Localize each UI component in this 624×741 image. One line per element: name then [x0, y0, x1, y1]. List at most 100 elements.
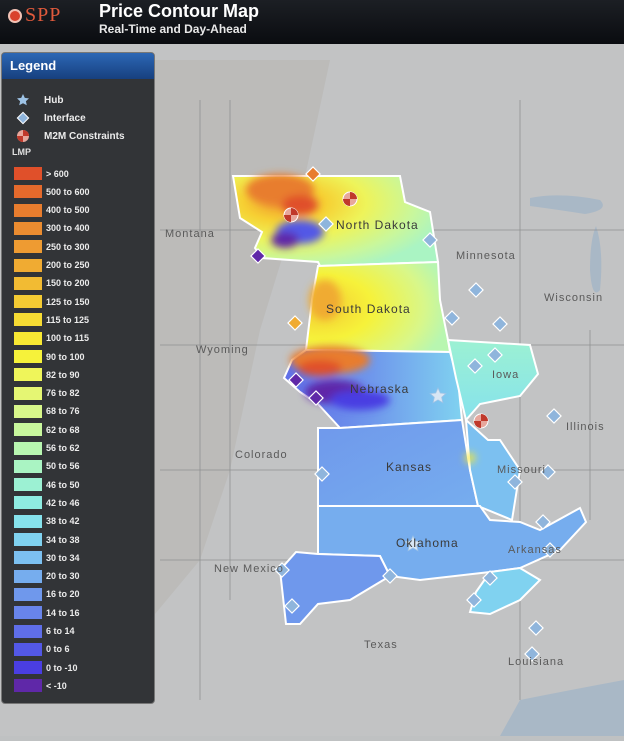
lmp-color-swatch: [14, 185, 42, 199]
interface-diamond[interactable]: [288, 372, 304, 388]
label-oklahoma: Oklahoma: [396, 536, 459, 550]
lmp-range-label: 56 to 62: [46, 443, 80, 453]
lmp-range-label: 16 to 20: [46, 589, 80, 600]
lmp-range-label: 400 to 500: [46, 205, 90, 216]
label-south-dakota: South Dakota: [326, 302, 411, 316]
lmp-legend-row: 14 to 16: [14, 604, 80, 621]
lmp-legend-row: 68 to 76: [14, 403, 80, 420]
interface-diamond[interactable]: [305, 166, 321, 182]
m2m-constraint-markers[interactable]: [283, 191, 489, 429]
lmp-color-swatch: [14, 533, 42, 546]
lmp-range-label: 50 to 56: [46, 461, 80, 472]
interface-diamond[interactable]: [287, 315, 303, 331]
interface-diamond[interactable]: [422, 232, 438, 248]
lmp-color-swatch: [14, 441, 42, 455]
interface-diamond[interactable]: [444, 310, 460, 326]
interface-diamond[interactable]: [492, 316, 508, 332]
lmp-legend-row: 38 to 42: [14, 513, 80, 530]
interface-diamond[interactable]: [542, 542, 558, 558]
lmp-color-swatch: [14, 368, 42, 382]
label-new-mexico: New Mexico: [214, 563, 284, 575]
label-iowa: Iowa: [492, 369, 520, 381]
lmp-legend-row: 200 to 250: [14, 257, 90, 274]
interface-diamond[interactable]: [487, 347, 503, 363]
lmp-legend-row: 82 to 90: [14, 366, 80, 383]
spp-logo: SPP: [8, 4, 61, 27]
lmp-legend-row: 62 to 68: [14, 421, 80, 438]
lmp-color-swatch: [14, 514, 42, 528]
interface-diamond[interactable]: [466, 592, 482, 608]
lmp-range-label: 82 to 90: [46, 369, 80, 380]
interface-diamond[interactable]: [468, 282, 484, 298]
interface-diamond[interactable]: [482, 570, 498, 586]
hub-star-icon[interactable]: [404, 535, 422, 552]
lmp-color-swatch: [14, 423, 42, 437]
lmp-range-label: 42 to 46: [46, 497, 80, 508]
interface-diamond[interactable]: [535, 514, 551, 530]
spp-logo-icon: [8, 8, 22, 23]
interface-diamond[interactable]: [284, 598, 300, 614]
lmp-range-label: 38 to 42: [46, 516, 80, 527]
label-colorado: Colorado: [235, 449, 288, 461]
lmp-range-label: 300 to 400: [46, 223, 90, 234]
legend-interface-label: Interface: [44, 112, 86, 124]
lmp-color-swatch: [14, 295, 42, 309]
interface-diamond[interactable]: [314, 466, 330, 482]
hub-star-icon[interactable]: [429, 387, 447, 404]
lmp-color-swatch: [14, 642, 42, 656]
interface-diamond[interactable]: [318, 216, 334, 232]
lmp-color-swatch: [14, 167, 42, 180]
m2m-constraint-icon[interactable]: [473, 413, 489, 429]
interface-diamond[interactable]: [524, 646, 540, 662]
interface-diamond[interactable]: [528, 620, 544, 636]
lmp-range-label: 500 to 600: [46, 186, 90, 197]
interface-diamond[interactable]: [308, 390, 324, 406]
hotspot-ks-yellow: [465, 453, 475, 463]
interface-diamond[interactable]: [382, 568, 398, 584]
lmp-range-label: 115 to 125: [46, 314, 90, 325]
interface-diamond[interactable]: [467, 358, 483, 374]
legend-panel: Legend Hub Interface M2M Constraints LMP…: [1, 52, 155, 704]
lmp-color-swatch: [14, 569, 42, 583]
contour-iowa: [446, 338, 540, 423]
lmp-color-swatch: [14, 350, 42, 363]
hotspot-nd-purple: [271, 232, 299, 248]
lmp-legend-row: 56 to 62: [14, 440, 80, 457]
lmp-color-swatch: [14, 551, 42, 565]
interface-diamond[interactable]: [546, 408, 562, 424]
interface-diamond[interactable]: [274, 562, 290, 578]
lmp-legend-row: 6 to 14: [14, 623, 75, 640]
m2m-constraint-icon[interactable]: [342, 191, 358, 207]
lmp-color-swatch: [14, 386, 42, 400]
legend-m2m-label: M2M Constraints: [44, 130, 125, 142]
m2m-constraint-icon[interactable]: [283, 207, 299, 223]
lmp-legend-row: 0 to 6: [14, 641, 70, 658]
lmp-color-swatch: [14, 276, 42, 290]
lmp-color-swatch: [14, 679, 42, 693]
interface-markers[interactable]: [250, 166, 562, 662]
hub-markers[interactable]: [404, 387, 447, 552]
lmp-legend-row: 300 to 400: [14, 220, 90, 237]
lmp-range-label: 0 to -10: [46, 662, 78, 673]
interface-diamond[interactable]: [507, 474, 523, 490]
legend-item-m2m: M2M Constraints: [16, 127, 125, 145]
interface-diamond[interactable]: [250, 248, 266, 264]
interface-diamond[interactable]: [540, 464, 556, 480]
lmp-legend-row: 115 to 125: [14, 311, 89, 328]
lmp-legend-row: > 600: [14, 165, 69, 182]
contour-texas-new-mexico: [278, 550, 392, 625]
label-north-dakota: North Dakota: [336, 218, 419, 232]
lmp-range-label: 62 to 68: [46, 424, 80, 435]
lmp-range-label: 46 to 50: [46, 479, 80, 490]
legend-item-hub: Hub: [16, 91, 63, 109]
lmp-legend-row: 20 to 30: [14, 568, 80, 585]
star-icon: [16, 93, 30, 107]
label-wisconsin: Wisconsin: [544, 292, 604, 304]
lmp-range-label: 68 to 76: [46, 406, 80, 417]
lmp-legend-row: 125 to 150: [14, 293, 90, 310]
lmp-legend-row: 400 to 500: [14, 202, 90, 219]
lmp-range-label: 125 to 150: [46, 296, 90, 307]
lmp-color-swatch: [14, 587, 42, 601]
lmp-range-label: 0 to 6: [46, 644, 70, 655]
m2m-constraint-icon: [16, 129, 30, 143]
